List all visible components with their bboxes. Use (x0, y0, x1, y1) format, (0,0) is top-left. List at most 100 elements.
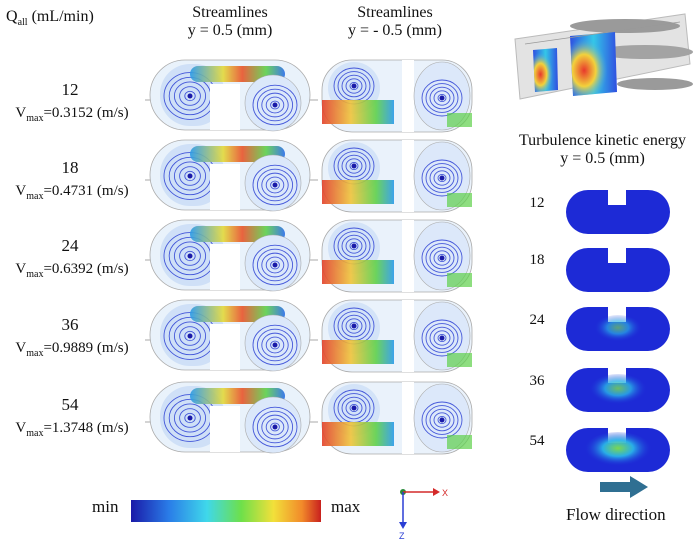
streamline-right-vortex (270, 422, 280, 432)
tke-row-q: 18 (529, 252, 545, 268)
vmax-prefix: V (15, 420, 27, 436)
axis-z-label: Z (399, 531, 405, 541)
streamline-left-vortex (179, 326, 201, 346)
streamline-right-vortex (252, 324, 298, 366)
streamline-right-vortex-neg (421, 401, 463, 439)
streamline-gap-neg (402, 382, 414, 454)
streamline-right-vortex (265, 418, 285, 436)
streamline-left-vortex-neg (345, 238, 363, 254)
streamline-left-vortex-neg (341, 154, 367, 178)
streamline-left-vortex (179, 166, 201, 186)
streamline-right-vortex (256, 328, 294, 362)
tke-hotspot (594, 315, 642, 343)
streamline-right-vortex (270, 100, 280, 110)
streamline-left-vortex-neg (351, 83, 357, 89)
row-vmax: Vmax=0.6392 (m/s) (0, 261, 152, 280)
vmax-subscript: max (26, 428, 44, 439)
streamline-left-vortex (173, 81, 207, 111)
streamline-outlet-band-neg (447, 273, 472, 287)
streamline-left-vortex-neg (349, 321, 359, 331)
tke-contour-shape (566, 190, 670, 234)
streamline-left-vortex-neg (349, 81, 359, 91)
vmax-prefix: V (15, 183, 27, 199)
streamline-left-vortex (179, 408, 201, 428)
streamline-right-vortex-neg (439, 417, 445, 423)
streamline-right-vortex (256, 168, 294, 202)
streamline-left-vortex-neg (345, 318, 363, 334)
streamline-right-vortex-neg (425, 83, 459, 113)
streamline-right-vortex (270, 260, 280, 270)
streamline-right-vortex-neg (429, 408, 455, 432)
col1-header: Streamlines y = 0.5 (mm) (150, 4, 310, 40)
vmax-prefix: V (15, 105, 27, 121)
streamline-right-vortex-neg (433, 170, 451, 186)
streamline-gap (210, 406, 240, 452)
vmax-prefix: V (15, 340, 27, 356)
vmax-subscript: max (26, 348, 44, 359)
streamline-left-vortex-neg (345, 400, 363, 416)
streamline-left-vortex (173, 321, 207, 351)
col2-subtitle: y = - 0.5 (mm) (348, 22, 442, 39)
streamline-right-vortex-neg (439, 175, 445, 181)
row-vmax: Vmax=1.3748 (m/s) (0, 420, 152, 439)
streamline-left-vortex (184, 170, 196, 182)
streamline-right-vortex-neg (421, 79, 463, 117)
flow-arrow-icon (600, 476, 648, 498)
streamline-right-vortex-neg (433, 250, 451, 266)
streamline-right-vortex (261, 92, 289, 118)
streamline-left-vortex (184, 90, 196, 102)
streamline-jet-band-neg (322, 180, 394, 204)
row-vmax: Vmax=0.4731 (m/s) (0, 183, 152, 202)
streamline-left-vortex-neg (345, 158, 363, 174)
streamline-left-vortex (187, 93, 193, 99)
streamline-left-vortex-neg (341, 234, 367, 258)
streamline-right-vortex-neg (429, 326, 455, 350)
streamline-left-vortex (173, 161, 207, 191)
streamline-left-vortex-neg (345, 78, 363, 94)
q-header-main: Q (6, 8, 18, 25)
streamline-right-vortex (261, 252, 289, 278)
streamline-right-vortex-neg (425, 243, 459, 273)
row-q-value: 24 (61, 236, 79, 255)
streamline-jet-band-neg (322, 340, 394, 364)
streamline-left-vortex (184, 330, 196, 342)
streamline-right-vortex (270, 180, 280, 190)
streamline-right-vortex (261, 414, 289, 440)
legend-max-label: max (331, 497, 361, 516)
streamline-left-vortex-neg (349, 403, 359, 413)
streamline-jet-band-neg (322, 100, 394, 124)
streamline-gap-neg (402, 220, 414, 292)
row-q-value: 54 (61, 395, 79, 414)
streamline-left-vortex (173, 241, 207, 271)
streamline-left-vortex-neg (349, 241, 359, 251)
tke-hotspot (584, 432, 652, 468)
tke-contour-shape (566, 248, 670, 292)
streamline-right-vortex (272, 262, 278, 268)
streamline-left-vortex (179, 246, 201, 266)
streamline-right-vortex (252, 84, 298, 126)
streamline-left-vortex (187, 253, 193, 259)
q-header-unit: (mL/min) (31, 8, 94, 25)
streamline-gap (210, 84, 240, 130)
streamline-left-vortex-neg (351, 323, 357, 329)
row-q-value: 18 (61, 158, 79, 177)
col1-subtitle: y = 0.5 (mm) (187, 22, 273, 39)
axis-x-label: X (442, 488, 448, 498)
row-vmax: Vmax=0.9889 (m/s) (0, 340, 152, 359)
streamline-right-vortex-neg (425, 405, 459, 435)
streamline-jet-band-neg (322, 422, 394, 446)
streamline-left-vortex-neg (351, 163, 357, 169)
q-header: Qall (mL/min) (6, 8, 106, 32)
row-q-value: 36 (61, 315, 79, 334)
streamline-right-vortex-neg (429, 166, 455, 190)
tke-subtitle: y = 0.5 (mm) (560, 150, 645, 167)
streamline-left-vortex-neg (351, 405, 357, 411)
streamline-right-vortex (256, 88, 294, 122)
streamline-right-vortex (261, 172, 289, 198)
axis-x-arrowhead (433, 488, 440, 496)
tke-row-q: 36 (529, 373, 545, 389)
vmax-prefix: V (15, 261, 27, 277)
streamline-right-vortex-neg (437, 93, 447, 103)
col2-header: Streamlines y = - 0.5 (mm) (315, 4, 475, 40)
